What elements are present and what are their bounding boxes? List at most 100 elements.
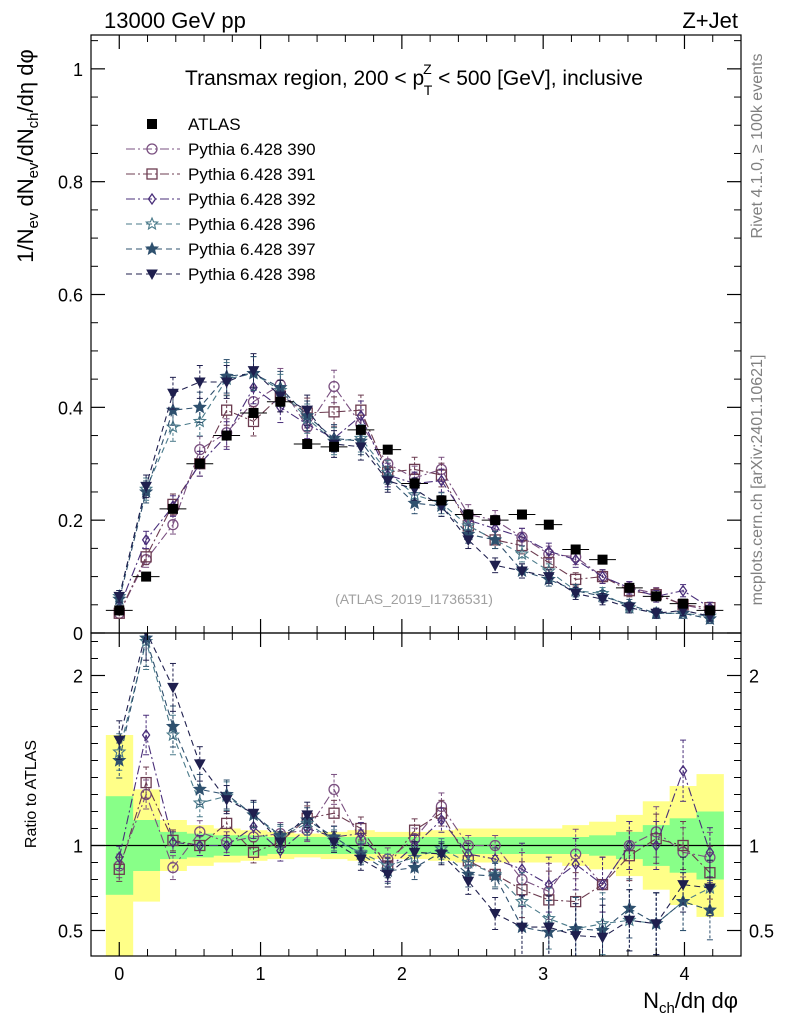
- x-axis-label: Nch/dη dφ: [643, 988, 738, 1017]
- legend-marker: [146, 269, 158, 281]
- ratio-marker: [192, 795, 207, 810]
- data-marker: [221, 430, 232, 441]
- analysis-id-label: (ATLAS_2019_I1736531): [335, 591, 493, 607]
- x-tick-label: 3: [538, 964, 548, 984]
- series-marker: [462, 535, 475, 546]
- ratio-marker: [625, 839, 634, 852]
- series-marker: [167, 388, 179, 400]
- main-y-tick-label: 1: [73, 60, 83, 80]
- ratio-marker: [678, 764, 688, 777]
- main-y-tick-label: 0.2: [58, 511, 83, 531]
- ratio-marker: [677, 839, 689, 852]
- data-marker: [302, 439, 313, 450]
- ratio-y-tick-label: 1: [73, 837, 83, 857]
- legend-marker: [147, 192, 157, 206]
- ratio-marker: [276, 844, 285, 857]
- series-marker: [192, 399, 207, 414]
- data-marker: [463, 509, 474, 520]
- main-y-tick-label: 0: [73, 624, 83, 644]
- data-marker: [570, 544, 581, 555]
- data-marker: [597, 554, 608, 565]
- series-pythia-6.428-398: [113, 353, 716, 623]
- legend-marker: [146, 143, 158, 155]
- mcplots-label: mcplots.cern.ch [arXiv:2401.10621]: [749, 355, 766, 606]
- ratio-marker: [514, 894, 530, 908]
- series-marker: [247, 366, 260, 377]
- ratio-marker: [167, 834, 179, 847]
- legend-marker: [144, 241, 160, 256]
- ratio-marker: [249, 820, 258, 833]
- ratio-marker: [192, 781, 207, 796]
- main-y-tick-label: 0.4: [58, 398, 83, 418]
- ratio-marker: [328, 837, 340, 849]
- ratio-marker: [356, 827, 366, 840]
- ratio-marker: [488, 868, 503, 883]
- ratio-marker: [112, 753, 127, 767]
- series-marker: [249, 381, 258, 394]
- series-marker: [355, 404, 367, 416]
- ratio-marker: [301, 810, 314, 821]
- ratio-marker: [247, 846, 260, 858]
- legend-marker: [144, 216, 160, 231]
- data-marker: [275, 396, 286, 407]
- series-marker: [516, 566, 528, 577]
- data-marker: [194, 458, 205, 469]
- data-marker: [409, 478, 420, 489]
- ratio-marker: [195, 839, 205, 852]
- ratio-marker: [167, 682, 179, 694]
- data-marker: [355, 424, 366, 435]
- ratio-marker: [381, 869, 394, 881]
- series-marker: [167, 519, 179, 531]
- legend-label-atlas: ATLAS: [188, 115, 241, 134]
- series-marker: [140, 481, 152, 493]
- legend-label: Pythia 6.428 396: [188, 215, 316, 234]
- series-marker: [489, 560, 501, 572]
- series-marker: [220, 377, 233, 388]
- series-marker: [598, 570, 607, 583]
- series-marker: [569, 589, 582, 600]
- ratio-marker: [569, 931, 582, 942]
- x-tick-label: 2: [397, 964, 407, 984]
- series-marker: [517, 530, 527, 544]
- ratio-marker: [437, 813, 446, 827]
- ratio-series-pythia-6.428-398: [113, 633, 716, 956]
- ratio-marker: [705, 846, 715, 859]
- ratio-y-tick-label: 2: [73, 667, 83, 687]
- data-marker: [651, 591, 662, 602]
- ratio-marker: [704, 883, 716, 895]
- data-marker: [329, 441, 340, 452]
- series-marker: [514, 546, 530, 561]
- ratio-marker: [141, 728, 151, 742]
- legend: ATLAS Pythia 6.428 390 Pythia 6.428 391 Pyt…: [126, 115, 316, 284]
- series-marker: [193, 377, 206, 388]
- series-marker: [542, 572, 555, 583]
- ratio-marker: [222, 839, 231, 852]
- series-marker: [274, 391, 287, 403]
- series-marker: [113, 591, 126, 603]
- ratio-marker: [677, 880, 689, 891]
- ratio-y-axis-label: Ratio to ATLAS: [23, 740, 40, 848]
- ratio-series-pythia-6.428-392: [114, 714, 715, 913]
- data-marker: [490, 515, 501, 526]
- series-marker: [437, 474, 446, 487]
- data-marker: [678, 598, 689, 609]
- data-marker: [516, 509, 527, 520]
- main-plot-panel: 0 0.2 0.4 0.6 0.8 1 Transmax region, 200 < pZ…: [58, 34, 742, 644]
- ratio-series-line: [118, 635, 711, 933]
- ratio-marker: [651, 839, 661, 852]
- series-marker: [355, 442, 367, 453]
- ratio-marker: [355, 854, 367, 866]
- ratio-marker: [489, 909, 501, 920]
- legend-label: Pythia 6.428 390: [188, 140, 316, 159]
- data-marker: [382, 444, 393, 455]
- ratio-marker: [300, 815, 315, 830]
- legend-label: Pythia 6.428 398: [188, 265, 316, 284]
- series-marker: [356, 409, 366, 422]
- ratio-marker: [193, 759, 206, 770]
- ratio-marker: [407, 860, 422, 874]
- ratio-marker: [247, 808, 260, 820]
- series-marker: [221, 404, 233, 416]
- ratio-marker: [407, 849, 422, 864]
- series-marker: [301, 405, 314, 417]
